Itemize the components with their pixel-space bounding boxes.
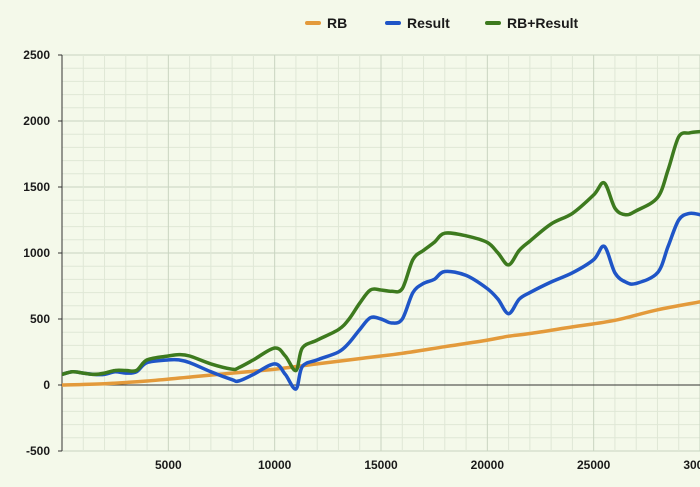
legend-item-rb: RB xyxy=(305,15,347,31)
x-tick-label: 10000 xyxy=(258,458,292,472)
series-line-result xyxy=(62,211,700,391)
series-line-rb xyxy=(62,300,700,387)
x-tick-label: 5000 xyxy=(155,458,182,472)
x-tick-label: 15000 xyxy=(364,458,398,472)
series-lines xyxy=(62,129,700,391)
series-line-rb-result xyxy=(62,129,700,377)
legend-label: RB+Result xyxy=(507,15,579,31)
y-tick-label: 2000 xyxy=(23,114,50,128)
grid xyxy=(61,54,700,452)
y-tick-label: 1000 xyxy=(23,246,50,260)
legend-item-rb-result: RB+Result xyxy=(485,15,579,31)
y-tick-label: 2500 xyxy=(23,48,50,62)
x-tick-label: 20000 xyxy=(471,458,505,472)
legend-item-result: Result xyxy=(385,15,450,31)
legend: RB Result RB+Result xyxy=(305,15,579,31)
y-tick-label: 0 xyxy=(43,378,50,392)
legend-label: Result xyxy=(407,15,450,31)
y-tick-label: -500 xyxy=(26,444,50,458)
y-tick-label: 1500 xyxy=(23,180,50,194)
legend-label: RB xyxy=(327,15,347,31)
x-tick-label: 25000 xyxy=(577,458,611,472)
x-tick-label: 30000 xyxy=(683,458,700,472)
y-tick-label: 500 xyxy=(30,312,50,326)
tick-labels: -500 0 500 1000 1500 2000 2500 5000 10000 15000 20… xyxy=(23,48,700,472)
